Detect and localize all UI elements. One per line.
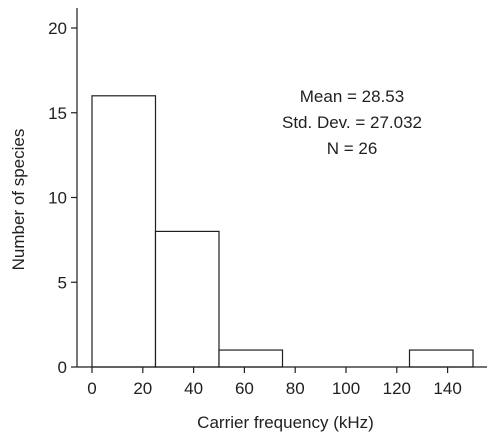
- x-tick-label: 120: [383, 379, 411, 398]
- x-tick-label: 40: [184, 379, 203, 398]
- x-ticks: 0 20 40 60 80 100 120 140: [87, 367, 462, 398]
- x-tick-label: 100: [332, 379, 360, 398]
- histogram-bar-50-75: [218, 349, 284, 368]
- x-tick-label: 0: [87, 379, 96, 398]
- x-tick-label: 20: [133, 379, 152, 398]
- y-ticks: 0 5 10 15 20: [48, 19, 77, 377]
- annotation-n: N = 26: [327, 139, 378, 158]
- annotation-mean: Mean = 28.53: [300, 87, 404, 106]
- stats-annotation: Mean = 28.53 Std. Dev. = 27.032 N = 26: [282, 87, 422, 158]
- x-tick-label: 140: [433, 379, 461, 398]
- bars-layer: [91, 95, 474, 368]
- histogram-bar-125-150: [408, 349, 474, 368]
- histogram-bar-25-50: [154, 230, 220, 368]
- axes-layer: [76, 8, 487, 368]
- annotation-std-dev: Std. Dev. = 27.032: [282, 113, 422, 132]
- y-axis-label: Number of species: [9, 129, 28, 271]
- y-tick-label: 5: [58, 273, 67, 292]
- y-tick-label: 15: [48, 104, 67, 123]
- histogram-bar-0-25: [91, 95, 157, 368]
- x-tick-label: 60: [235, 379, 254, 398]
- x-axis-label: Carrier frequency (kHz): [197, 413, 374, 432]
- x-tick-label: 80: [286, 379, 305, 398]
- y-tick-label: 10: [48, 189, 67, 208]
- y-tick-label: 0: [58, 358, 67, 377]
- y-tick-label: 20: [48, 19, 67, 38]
